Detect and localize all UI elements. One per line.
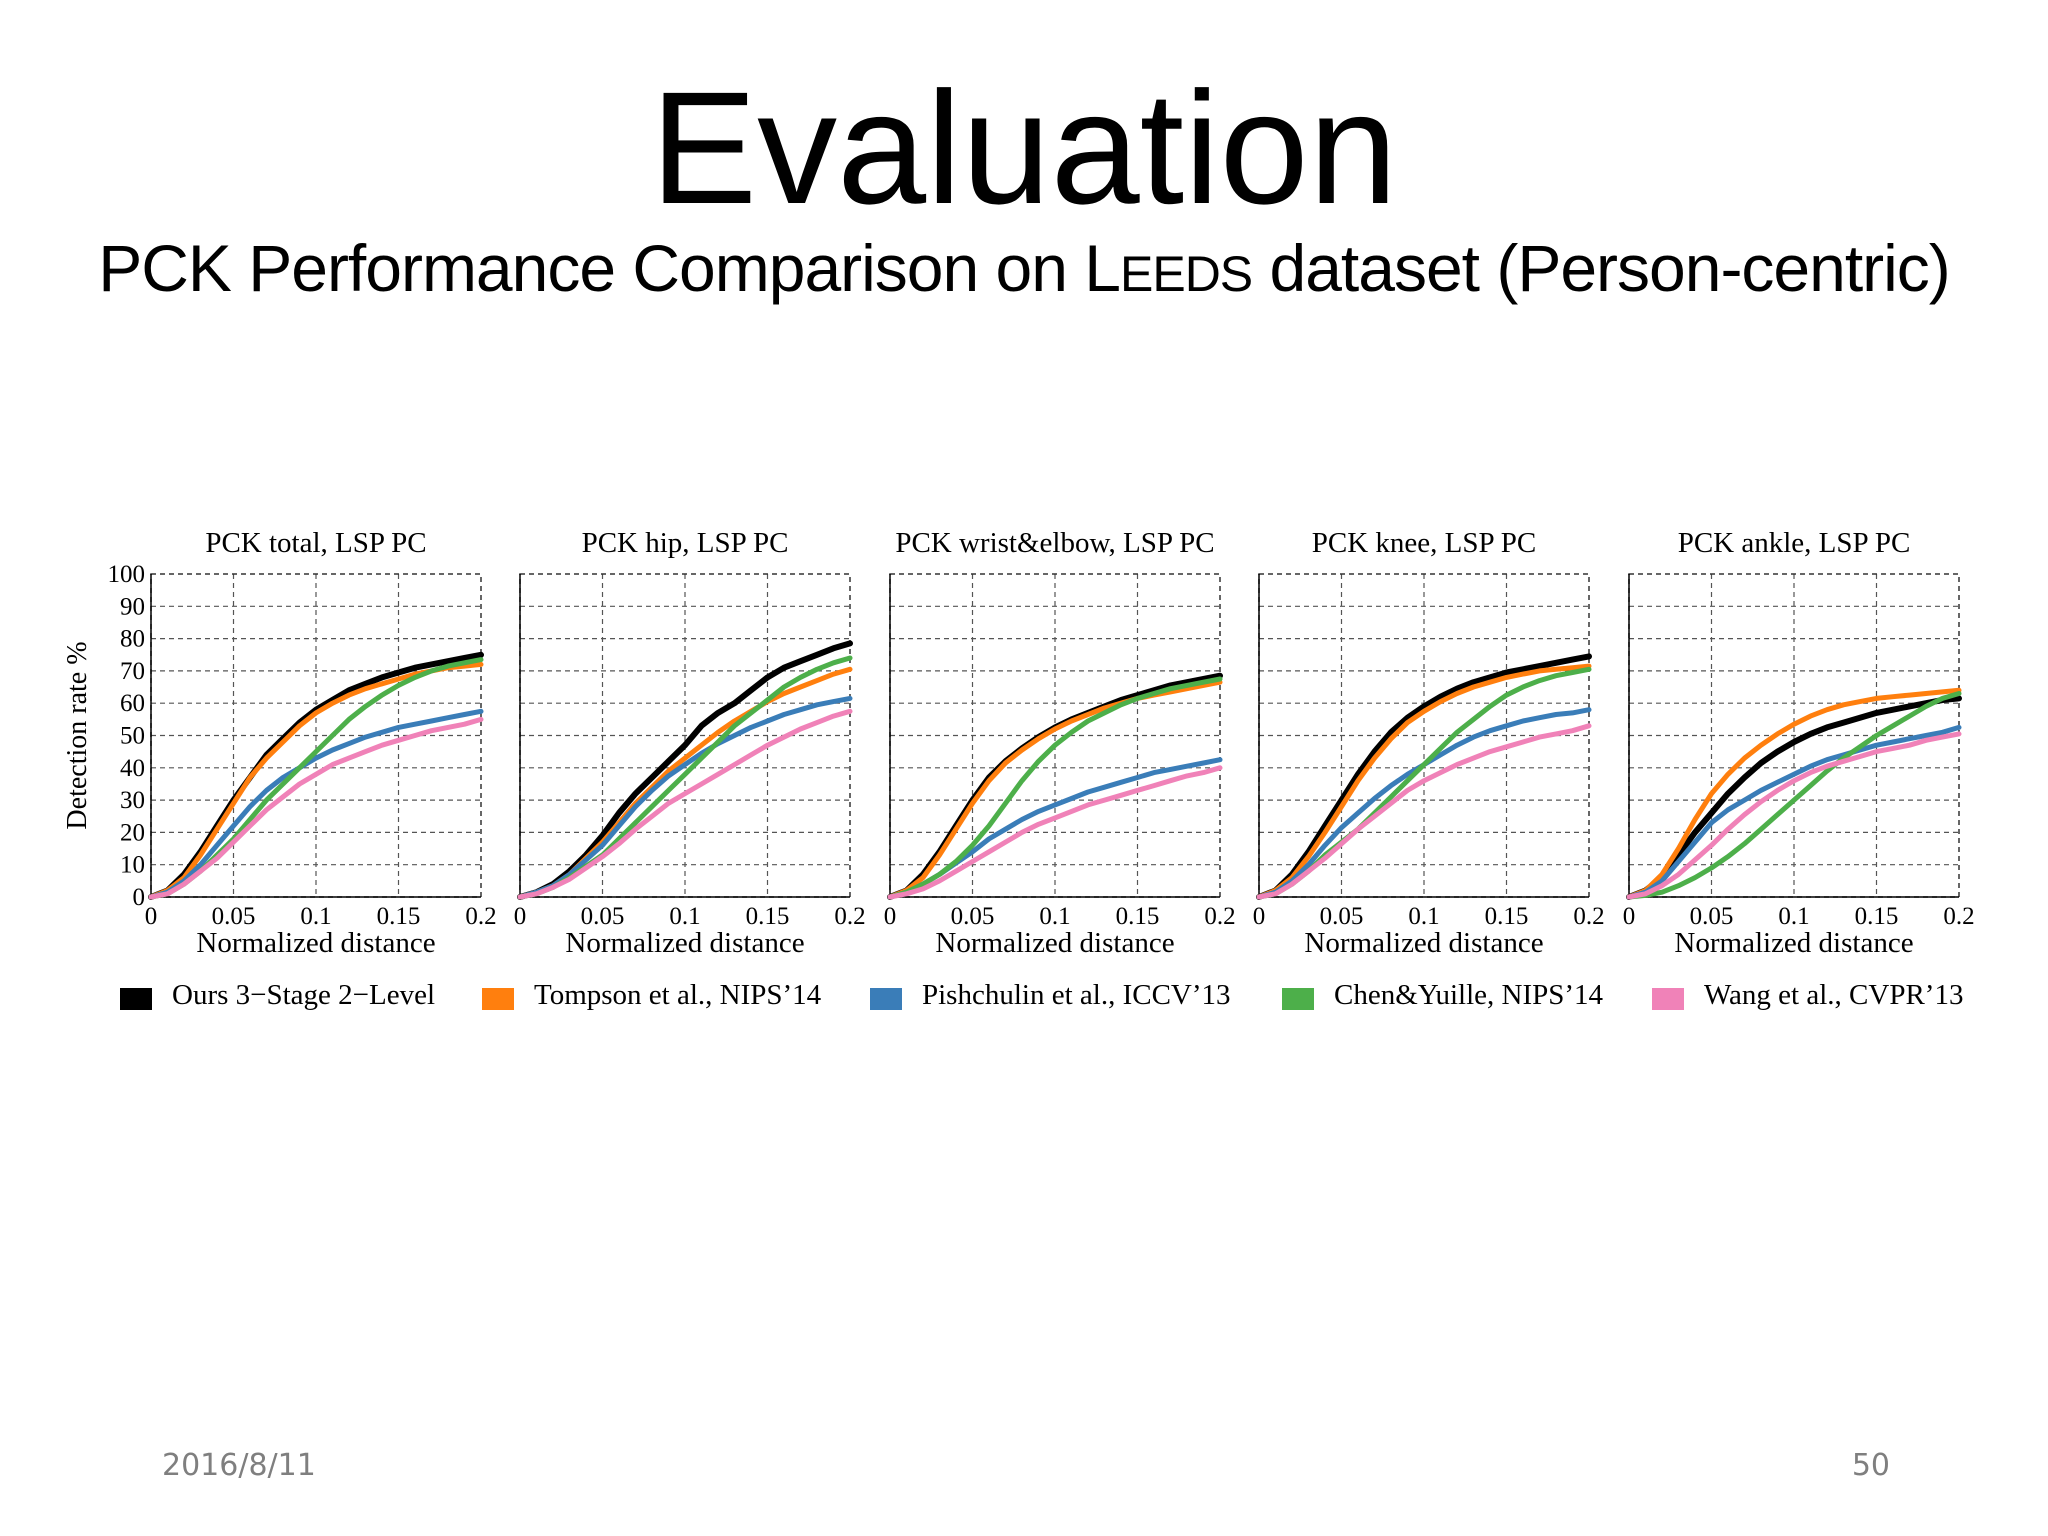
legend-swatch	[1652, 988, 1684, 1010]
x-tick-label: 0.15	[1485, 903, 1529, 930]
x-axis-label: Normalized distance	[935, 927, 1174, 959]
chart-title: PCK knee, LSP PC	[1312, 527, 1537, 559]
series-line	[1626, 691, 1962, 900]
x-tick-label: 0	[1623, 903, 1636, 930]
slide-subtitle: PCK Performance Comparison on LEEDS data…	[0, 228, 2048, 314]
x-tick-label: 0	[145, 903, 158, 930]
subtitle-post: dataset (Person-centric)	[1252, 231, 1951, 305]
y-tick-label: 0	[133, 884, 146, 911]
x-tick-label: 0.15	[1116, 903, 1160, 930]
page-number: 50	[1851, 1448, 1890, 1483]
x-tick-label: 0.2	[465, 903, 496, 930]
x-tick-label: 0	[884, 903, 897, 930]
legend-swatch	[120, 988, 152, 1010]
y-axis-label: Detection rate %	[62, 641, 93, 829]
y-tick-label: 10	[120, 852, 145, 879]
footer-date: 2016/8/11	[162, 1448, 316, 1483]
y-tick-label: 40	[120, 755, 145, 782]
series-line	[517, 640, 853, 900]
legend-item: Pishchulin et al., ICCV’13	[870, 979, 1231, 1011]
y-tick-label: 70	[120, 658, 145, 685]
series-line	[1626, 724, 1962, 900]
series-line	[517, 695, 853, 900]
x-tick-label: 0.2	[1204, 903, 1235, 930]
x-axis-label: Normalized distance	[1674, 927, 1913, 959]
series-line	[148, 708, 484, 900]
y-tick-label: 60	[120, 690, 145, 717]
legend-swatch	[870, 988, 902, 1010]
y-tick-label: 90	[120, 593, 145, 620]
legend-item: Wang et al., CVPR’13	[1652, 979, 1963, 1011]
x-tick-label: 0.2	[1943, 903, 1974, 930]
x-tick-label: 0.1	[1408, 903, 1439, 930]
x-tick-label: 0.2	[834, 903, 865, 930]
subtitle-smallcaps: EEDS	[1120, 246, 1253, 302]
series-line	[517, 708, 853, 900]
series-line	[887, 676, 1223, 900]
x-axis-label: Normalized distance	[1304, 927, 1543, 959]
y-tick-label: 30	[120, 787, 145, 814]
legend-label: Pishchulin et al., ICCV’13	[922, 979, 1231, 1011]
x-tick-label: 0	[1253, 903, 1266, 930]
chart-5	[1626, 573, 1962, 900]
y-tick-label: 50	[120, 723, 145, 750]
x-tick-label: 0.05	[1690, 903, 1734, 930]
legend-label: Tompson et al., NIPS’14	[534, 979, 822, 1011]
series-line	[1626, 695, 1962, 900]
legend-swatch	[482, 988, 514, 1010]
y-tick-label: 80	[120, 626, 145, 653]
legend-label: Chen&Yuille, NIPS’14	[1334, 979, 1604, 1011]
x-tick-label: 0.15	[746, 903, 790, 930]
series-line	[887, 679, 1223, 900]
subtitle-pre: PCK Performance Comparison on L	[98, 231, 1121, 305]
series-line	[1626, 687, 1962, 900]
legend-item: Chen&Yuille, NIPS’14	[1282, 979, 1604, 1011]
series-line	[887, 765, 1223, 900]
legend-item: Ours 3−Stage 2−Level	[120, 979, 435, 1011]
y-tick-label: 20	[120, 819, 145, 846]
chart-1	[148, 573, 484, 900]
chart-2	[517, 573, 853, 900]
x-tick-label: 0.05	[951, 903, 995, 930]
chart-4	[1256, 573, 1592, 900]
x-tick-label: 0.1	[669, 903, 700, 930]
x-tick-label: 0.15	[1855, 903, 1899, 930]
x-axis-label: Normalized distance	[565, 927, 804, 959]
x-tick-label: 0.15	[377, 903, 421, 930]
series-line	[148, 716, 484, 900]
legend-item: Tompson et al., NIPS’14	[482, 979, 822, 1011]
chart-title: PCK wrist&elbow, LSP PC	[895, 527, 1214, 559]
x-tick-label: 0.1	[1039, 903, 1070, 930]
x-tick-label: 0	[514, 903, 527, 930]
x-tick-label: 0.1	[1778, 903, 1809, 930]
slide-title: Evaluation	[650, 58, 1398, 237]
x-tick-label: 0.2	[1573, 903, 1604, 930]
chart-title: PCK hip, LSP PC	[582, 527, 789, 559]
x-tick-label: 0.1	[300, 903, 331, 930]
chart-3	[887, 573, 1223, 900]
legend-swatch	[1282, 988, 1314, 1010]
series-line	[1626, 731, 1962, 900]
x-tick-label: 0.05	[581, 903, 625, 930]
series-line	[1256, 663, 1592, 900]
series-line	[1256, 723, 1592, 900]
chart-title: PCK total, LSP PC	[205, 527, 426, 559]
x-tick-label: 0.05	[212, 903, 256, 930]
legend-label: Wang et al., CVPR’13	[1704, 979, 1963, 1011]
x-tick-label: 0.05	[1320, 903, 1364, 930]
x-axis-label: Normalized distance	[196, 927, 435, 959]
series-line	[1256, 653, 1592, 900]
y-tick-label: 100	[108, 561, 146, 588]
legend-label: Ours 3−Stage 2−Level	[172, 979, 435, 1011]
chart-title: PCK ankle, LSP PC	[1678, 527, 1911, 559]
